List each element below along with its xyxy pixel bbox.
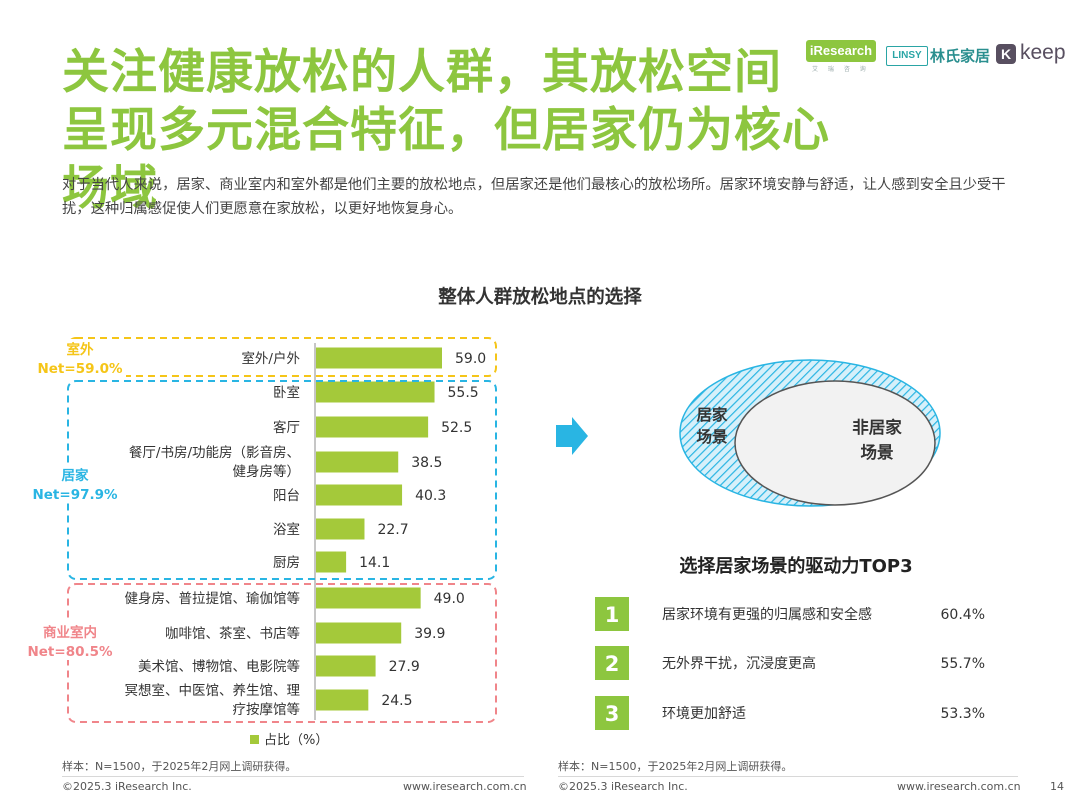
legend-swatch — [250, 735, 259, 744]
driver-text: 无外界干扰，沉浸度更高 — [662, 655, 816, 672]
top3-title: 选择居家场景的驱动力TOP3 — [679, 555, 912, 577]
nonhome-scene-ellipse — [734, 380, 936, 506]
nonhome-scene-label-line1: 非居家 — [852, 417, 902, 437]
linshi-logo-text: 林氏家居 — [930, 47, 991, 65]
page-title: 关注健康放松的人群，其放松空间 呈现多元混合特征，但居家仍为核心场域 — [62, 44, 862, 218]
driver-value: 55.7% — [941, 656, 985, 672]
group-label-bg — [34, 339, 126, 377]
bar — [316, 655, 376, 677]
group-name-label: 商业室内 — [43, 624, 97, 641]
rank-badge — [595, 696, 629, 730]
bar — [316, 587, 421, 609]
rank-badge — [595, 597, 629, 631]
bar-value-label: 55.5 — [448, 385, 479, 401]
footer-divider-left — [62, 776, 524, 777]
driver-text: 环境更加舒适 — [662, 706, 746, 722]
sample-note-left: 样本：N=1500，于2025年2月网上调研获得。 — [62, 760, 297, 773]
group-name-label: 室外 — [67, 341, 94, 358]
title-line-1: 关注健康放松的人群，其放松空间 — [62, 45, 782, 100]
category-label: 阳台 — [273, 488, 300, 504]
driver-value: 60.4% — [941, 607, 985, 623]
rank-badge — [595, 646, 629, 680]
category-label: 健身房、普拉提馆、瑜伽馆等 — [125, 590, 301, 607]
keep-logo-text: keep — [1020, 41, 1066, 64]
bar — [316, 551, 347, 573]
bar — [316, 518, 365, 540]
driver-text: 居家环境有更强的归属感和安全感 — [662, 606, 872, 623]
rank-number: 2 — [605, 652, 620, 676]
home-scene-label-line2: 场景 — [696, 428, 727, 446]
nonhome-scene-label-line2: 场景 — [861, 443, 894, 462]
category-label-line1: 餐厅/书房/功能房（影音房、 — [129, 444, 300, 461]
category-label: 客厅 — [273, 419, 300, 436]
group-label-bg — [29, 465, 121, 503]
footer-site-right: www.iresearch.com.cn — [897, 780, 1021, 793]
group-net-label: Net=97.9% — [32, 487, 118, 503]
legend-label: 占比（%） — [264, 733, 328, 748]
category-label: 咖啡馆、茶室、书店等 — [165, 625, 300, 642]
bar-value-label: 27.9 — [389, 659, 420, 675]
bar — [316, 689, 369, 711]
bar-value-label: 52.5 — [441, 420, 472, 436]
keep-logo-mark: K — [996, 44, 1016, 64]
bar-value-label: 14.1 — [359, 555, 390, 571]
group-label-bg — [24, 622, 116, 660]
category-label-line2: 疗按摩馆等 — [233, 701, 301, 718]
bar-value-label: 22.7 — [377, 522, 408, 538]
category-label: 浴室 — [273, 521, 300, 538]
bar-value-label: 38.5 — [411, 455, 442, 471]
category-label: 美术馆、博物馆、电影院等 — [138, 658, 300, 675]
footer-copyright-right: ©2025.3 iResearch Inc. — [558, 780, 688, 793]
iresearch-logo: iResearch — [806, 40, 876, 62]
partner-logos: iResearch 艾 瑞 咨 询 LINSY 林氏家居 K keep — [806, 40, 1076, 76]
driver-value: 53.3% — [941, 706, 985, 722]
group-box — [67, 380, 497, 580]
chart-title: 整体人群放松地点的选择 — [438, 287, 642, 308]
bar — [316, 347, 442, 369]
bar-value-label: 39.9 — [414, 626, 445, 642]
bar — [316, 416, 429, 438]
category-label: 卧室 — [273, 384, 300, 401]
group-net-label: Net=59.0% — [37, 361, 123, 377]
bar-value-label: 49.0 — [434, 591, 465, 607]
bar — [316, 622, 402, 644]
category-label-line2: 健身房等） — [233, 463, 301, 480]
iresearch-logo-sub: 艾 瑞 咨 询 — [812, 66, 870, 73]
sample-note-right: 样本：N=1500，于2025年2月网上调研获得。 — [558, 760, 793, 773]
title-line-2: 呈现多元混合特征，但居家仍为核心场域 — [62, 103, 830, 216]
bar — [316, 381, 435, 403]
linsy-logo: LINSY — [886, 46, 928, 66]
footer-divider-right — [558, 776, 1018, 777]
bar-value-label: 24.5 — [381, 693, 412, 709]
home-scene-label-line1: 居家 — [696, 405, 728, 424]
page-number: 14 — [1050, 780, 1064, 793]
bar-value-label: 59.0 — [455, 351, 486, 367]
bar-value-label: 40.3 — [415, 488, 446, 504]
footer-copyright-left: ©2025.3 iResearch Inc. — [62, 780, 192, 793]
group-net-label: Net=80.5% — [27, 644, 113, 660]
bar — [316, 451, 399, 473]
arrow-right-icon — [556, 417, 588, 455]
category-label: 厨房 — [273, 555, 300, 571]
description: 对于当代人来说，居家、商业室内和室外都是他们主要的放松地点，但居家还是他们最核心… — [62, 177, 1006, 217]
rank-number: 3 — [605, 702, 620, 726]
rank-number: 1 — [605, 603, 620, 627]
category-label: 室外/户外 — [241, 350, 300, 367]
group-name-label: 居家 — [62, 467, 89, 484]
category-label-line1: 冥想室、中医馆、养生馆、理 — [125, 682, 301, 699]
bar — [316, 484, 403, 506]
footer-site-left: www.iresearch.com.cn — [403, 780, 527, 793]
